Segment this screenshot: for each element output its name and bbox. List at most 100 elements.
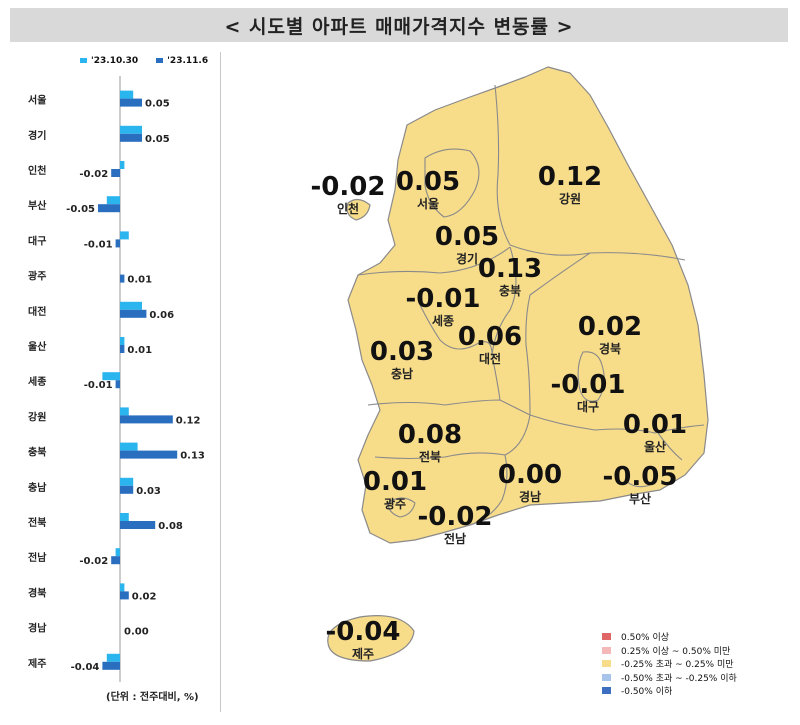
jeonnam-east-border [469,454,508,526]
value-label: 0.05 [145,134,170,145]
map-value-label: 0.12 [538,162,602,192]
map-region-name: 전북 [419,449,441,464]
legend-swatch-curr [156,58,164,63]
map-legend-label: -0.50% 초과 ~ -0.25% 이하 [621,673,737,684]
value-label: 0.05 [145,99,170,110]
value-label: 0.01 [127,275,152,286]
map-value-label: -0.05 [603,462,678,492]
category-label: 전남 [28,551,47,564]
legend-label-curr: '23.11.6 [167,56,209,66]
value-label: 0.12 [176,415,201,426]
value-label: -0.05 [66,204,95,215]
map-legend-item: -0.50% 이하 [602,684,737,698]
bar-prev [120,583,125,592]
map-region-name: 서울 [417,196,439,211]
value-label: -0.01 [84,239,113,250]
legend-label-prev: '23.10.30 [91,56,139,66]
map-region-name: 세종 [432,313,454,328]
map-value-label: 0.03 [370,337,434,367]
map-legend-item: -0.25% 초과 ~ 0.25% 미만 [602,657,737,671]
bar-curr [120,133,142,142]
bar-prev [120,231,129,240]
bar-prev [120,90,134,99]
map-value-label: 0.02 [578,312,642,342]
category-label: 광주 [28,271,46,283]
gwangju-border [387,497,416,518]
map-region-name: 제주 [352,647,374,661]
category-label: 부산 [28,199,47,212]
bar-curr [120,591,129,600]
incheon-island-shape [346,198,371,221]
category-label: 인천 [28,164,46,177]
legend-swatch-prev [80,58,87,63]
gyeonggi-south-border [357,246,511,276]
legend-item-prev: '23.10.30 [80,56,138,66]
map-value-label: 0.08 [398,420,462,450]
bar-prev [120,125,142,134]
value-label: 0.00 [124,627,149,638]
map-legend-swatch [602,646,611,654]
map-legend-item: 0.25% 이상 ~ 0.50% 미만 [602,644,737,658]
bar-prev [120,407,129,416]
map-region-name: 광주 [384,496,406,511]
map-value-label: -0.02 [311,172,386,202]
map-legend-swatch [602,660,611,668]
bar-curr [120,521,156,529]
map-value-label: 0.01 [623,410,687,440]
daegu-border [577,351,605,402]
map-region-name: 대전 [479,351,501,366]
bar-prev [106,653,120,662]
chungbuk-west-border [491,246,517,401]
map-legend-label: -0.25% 초과 ~ 0.25% 미만 [621,660,734,671]
value-label: -0.02 [79,169,108,180]
map-region-name: 대구 [577,400,599,414]
bar-prev [120,301,142,310]
value-label: 0.08 [158,521,183,532]
value-label: 0.06 [149,310,174,321]
bar-curr [120,309,147,318]
category-label: 경기 [28,129,46,142]
value-label: -0.04 [71,662,100,673]
map-region-name: 부산 [629,491,651,506]
ulsan-border [657,432,683,461]
bar-curr [115,239,120,248]
map-legend-item: -0.50% 초과 ~ -0.25% 이하 [602,671,737,685]
map-legend-swatch [602,687,611,695]
gyeongbuk-south-border [529,414,705,434]
bar-chart: 서울 0.05 경기 0.05 인천 -0.02 부산 -0.05 대구 -0.01 광주 0.01 대… [28,76,205,682]
bar-curr [102,661,120,670]
korea-map: 0.05서울0.05경기-0.02인천0.12강원0.13충북-0.01세종0.… [311,66,709,662]
map-value-label: -0.01 [406,284,481,314]
map-legend-item: 0.50% 이상 [602,630,737,644]
category-label: 제주 [28,657,46,670]
unit-note: (단위 : 전주대비, %) [106,692,199,703]
value-label: 0.01 [127,345,152,356]
bar-curr [120,415,173,424]
category-label: 대전 [28,305,46,318]
busan-border [624,479,651,488]
gangwon-border [494,84,511,246]
map-legend-label: 0.25% 이상 ~ 0.50% 미만 [621,646,731,657]
map-legend-label: -0.50% 이하 [621,687,673,698]
map-value-label: -0.04 [326,617,401,647]
value-label: 0.03 [136,486,161,497]
bar-prev [106,196,120,205]
map-value-label: 0.01 [363,467,427,497]
bar-prev [115,548,120,557]
sejong-daejeon-border [419,304,493,356]
map-value-label: 0.00 [498,460,562,490]
map-region-name: 경기 [456,251,478,266]
category-label: 전북 [28,516,46,529]
bar-chart-panel: '23.10.30 '23.11.6 서울 0.05 경기 0.05 인천 -0.02 부산… [10,52,221,712]
category-label: 세종 [28,375,46,388]
bar-curr [120,485,134,494]
map-region-name: 울산 [644,439,666,454]
bar-prev [120,337,125,345]
map-region-name: 충북 [499,283,521,298]
bar-prev [120,513,129,521]
map-value-label: -0.02 [418,502,493,532]
bar-prev [120,442,138,451]
map-region-name: 전남 [444,531,466,546]
chungbuk-east-border [525,252,591,346]
bar-curr [111,169,120,177]
